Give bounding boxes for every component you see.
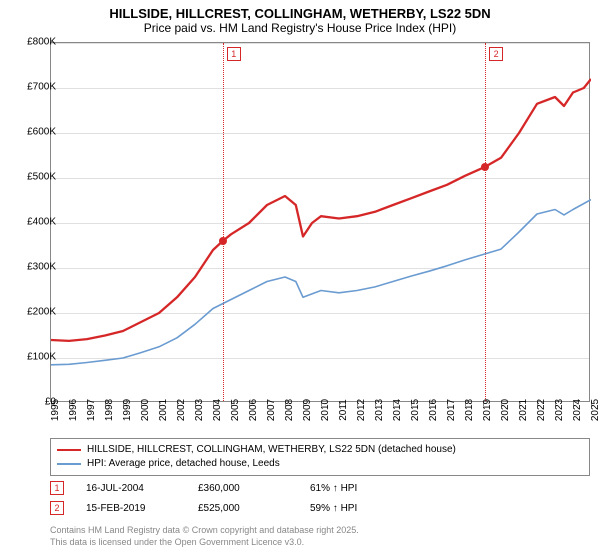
y-axis-label: £700K xyxy=(27,82,56,93)
x-axis-label: 2022 xyxy=(536,399,547,421)
x-axis-label: 2011 xyxy=(338,399,349,421)
event-price: £525,000 xyxy=(198,503,288,514)
event-index-box: 2 xyxy=(50,501,64,515)
x-axis-label: 2004 xyxy=(212,399,223,421)
x-axis-label: 2021 xyxy=(518,399,529,421)
x-axis-label: 1998 xyxy=(104,399,115,421)
x-axis-label: 2016 xyxy=(428,399,439,421)
event-list: 1 16-JUL-2004 £360,000 61% ↑ HPI 2 15-FEB-201… xyxy=(50,478,590,518)
x-axis-label: 2012 xyxy=(356,399,367,421)
event-date: 16-JUL-2004 xyxy=(86,483,176,494)
attribution-footer: Contains HM Land Registry data © Crown c… xyxy=(50,524,359,548)
footer-line1: Contains HM Land Registry data © Crown c… xyxy=(50,524,359,536)
event-row: 2 15-FEB-2019 £525,000 59% ↑ HPI xyxy=(50,498,590,518)
y-axis-label: £100K xyxy=(27,352,56,363)
chart-title-line1: HILLSIDE, HILLCREST, COLLINGHAM, WETHERB… xyxy=(0,6,600,21)
x-axis-label: 1995 xyxy=(50,399,61,421)
x-axis-label: 2001 xyxy=(158,399,169,421)
x-axis-label: 2019 xyxy=(482,399,493,421)
x-axis-label: 2005 xyxy=(230,399,241,421)
legend-swatch xyxy=(57,449,81,451)
chart-title-line2: Price paid vs. HM Land Registry's House … xyxy=(0,21,600,35)
event-index-box: 1 xyxy=(50,481,64,495)
x-axis-label: 2018 xyxy=(464,399,475,421)
y-axis-label: £500K xyxy=(27,172,56,183)
series-line-property xyxy=(51,79,591,341)
x-axis-label: 1999 xyxy=(122,399,133,421)
x-axis-label: 2014 xyxy=(392,399,403,421)
x-axis-label: 2008 xyxy=(284,399,295,421)
legend-label: HILLSIDE, HILLCREST, COLLINGHAM, WETHERB… xyxy=(87,443,456,457)
x-axis-label: 2010 xyxy=(320,399,331,421)
chart-lines xyxy=(51,43,591,403)
x-axis-label: 1996 xyxy=(68,399,79,421)
x-axis-label: 2020 xyxy=(500,399,511,421)
x-axis-label: 2002 xyxy=(176,399,187,421)
event-date: 15-FEB-2019 xyxy=(86,503,176,514)
y-axis-label: £300K xyxy=(27,262,56,273)
event-price: £360,000 xyxy=(198,483,288,494)
y-axis-label: £400K xyxy=(27,217,56,228)
y-axis-label: £800K xyxy=(27,37,56,48)
series-line-hpi xyxy=(51,200,591,365)
y-axis-label: £200K xyxy=(27,307,56,318)
footer-line2: This data is licensed under the Open Gov… xyxy=(50,536,359,548)
legend-label: HPI: Average price, detached house, Leed… xyxy=(87,457,280,471)
chart-plot-area: 12 xyxy=(50,42,590,402)
x-axis-label: 2009 xyxy=(302,399,313,421)
x-axis-label: 2003 xyxy=(194,399,205,421)
event-row: 1 16-JUL-2004 £360,000 61% ↑ HPI xyxy=(50,478,590,498)
event-delta: 59% ↑ HPI xyxy=(310,503,410,514)
x-axis-label: 2013 xyxy=(374,399,385,421)
x-axis-label: 2000 xyxy=(140,399,151,421)
x-axis-label: 2025 xyxy=(590,399,600,421)
legend-swatch xyxy=(57,463,81,465)
x-axis-label: 2007 xyxy=(266,399,277,421)
event-delta: 61% ↑ HPI xyxy=(310,483,410,494)
legend-item: HILLSIDE, HILLCREST, COLLINGHAM, WETHERB… xyxy=(57,443,583,457)
legend-item: HPI: Average price, detached house, Leed… xyxy=(57,457,583,471)
y-axis-label: £600K xyxy=(27,127,56,138)
x-axis-label: 2023 xyxy=(554,399,565,421)
x-axis-label: 1997 xyxy=(86,399,97,421)
x-axis-label: 2015 xyxy=(410,399,421,421)
x-axis-label: 2017 xyxy=(446,399,457,421)
x-axis-label: 2024 xyxy=(572,399,583,421)
x-axis-label: 2006 xyxy=(248,399,259,421)
chart-legend: HILLSIDE, HILLCREST, COLLINGHAM, WETHERB… xyxy=(50,438,590,476)
